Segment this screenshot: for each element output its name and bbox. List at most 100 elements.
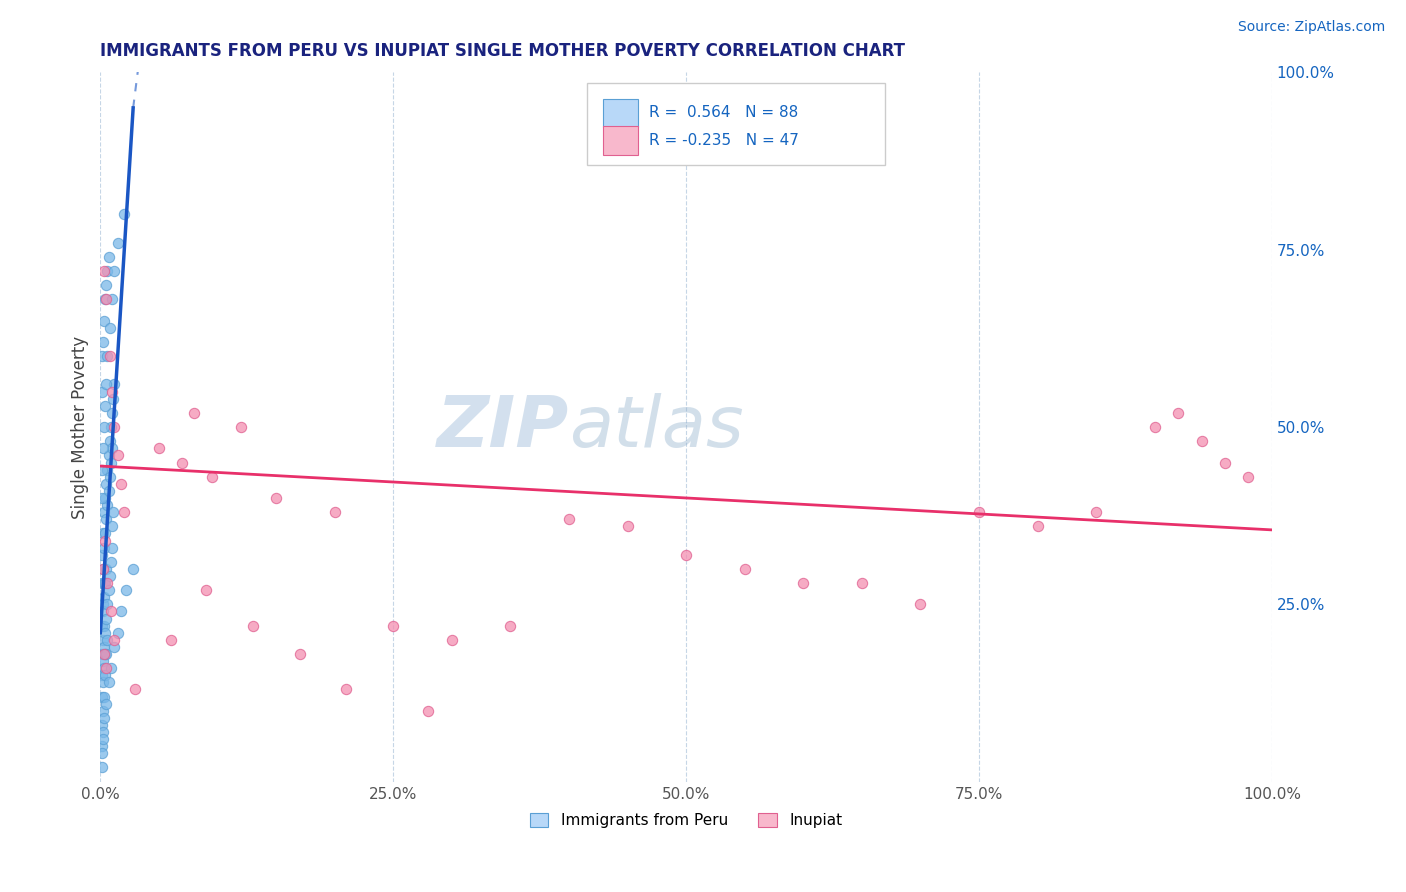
- Point: [96, 293, 118, 307]
- Point: [97, 675, 120, 690]
- Point: [103, 392, 125, 406]
- Point: [90, 548, 112, 562]
- Text: atlas: atlas: [569, 392, 744, 461]
- Point: [98, 320, 121, 334]
- Point: [94, 647, 117, 661]
- Point: [792, 576, 814, 591]
- Point: [910, 598, 932, 612]
- Point: [101, 384, 124, 399]
- Point: [96, 661, 118, 675]
- Point: [101, 293, 124, 307]
- Point: [103, 640, 125, 654]
- FancyBboxPatch shape: [586, 83, 886, 165]
- Legend: Immigrants from Peru, Inupiat: Immigrants from Peru, Inupiat: [524, 807, 848, 834]
- Point: [94, 526, 117, 541]
- Point: [97, 250, 120, 264]
- Point: [91, 334, 114, 349]
- Point: [1143, 420, 1166, 434]
- Point: [382, 618, 405, 632]
- Point: [1191, 434, 1213, 449]
- Point: [94, 576, 117, 591]
- Point: [93, 618, 115, 632]
- Text: Source: ZipAtlas.com: Source: ZipAtlas.com: [1237, 20, 1385, 34]
- Point: [96, 462, 118, 476]
- Point: [103, 505, 125, 519]
- Point: [93, 313, 115, 327]
- Point: [183, 406, 205, 420]
- Point: [90, 462, 112, 476]
- Point: [93, 420, 115, 434]
- Point: [91, 732, 114, 747]
- Point: [98, 434, 121, 449]
- Point: [100, 604, 122, 618]
- Point: [159, 632, 181, 647]
- Point: [90, 668, 112, 682]
- Point: [96, 562, 118, 576]
- Point: [90, 576, 112, 591]
- Point: [101, 442, 124, 456]
- Point: [93, 647, 115, 661]
- Point: [675, 548, 697, 562]
- Point: [194, 583, 217, 598]
- Point: [107, 449, 129, 463]
- Point: [96, 377, 118, 392]
- Point: [91, 604, 114, 618]
- Point: [93, 576, 115, 591]
- Point: [91, 562, 114, 576]
- Point: [148, 442, 170, 456]
- Point: [100, 456, 122, 470]
- Point: [103, 264, 125, 278]
- Point: [1167, 406, 1189, 420]
- Point: [90, 384, 112, 399]
- Point: [100, 661, 122, 675]
- Point: [103, 377, 125, 392]
- Point: [418, 704, 440, 718]
- Text: IMMIGRANTS FROM PERU VS INUPIAT SINGLE MOTHER POVERTY CORRELATION CHART: IMMIGRANTS FROM PERU VS INUPIAT SINGLE M…: [100, 42, 905, 60]
- Point: [616, 519, 638, 533]
- Point: [288, 647, 311, 661]
- Text: R = -0.235   N = 47: R = -0.235 N = 47: [648, 133, 799, 148]
- Point: [94, 533, 117, 548]
- Point: [1237, 469, 1260, 483]
- Point: [201, 469, 224, 483]
- Point: [112, 505, 135, 519]
- Point: [93, 711, 115, 725]
- Point: [91, 725, 114, 739]
- Point: [967, 505, 990, 519]
- Point: [94, 625, 117, 640]
- Point: [98, 469, 121, 483]
- Point: [558, 512, 581, 526]
- Point: [94, 491, 117, 505]
- Point: [96, 611, 118, 625]
- Point: [734, 562, 756, 576]
- FancyBboxPatch shape: [603, 99, 638, 127]
- Point: [90, 491, 112, 505]
- Point: [97, 583, 120, 598]
- Point: [93, 591, 115, 605]
- Point: [100, 555, 122, 569]
- Point: [96, 278, 118, 293]
- Point: [96, 576, 118, 591]
- Point: [96, 498, 118, 512]
- Point: [100, 420, 122, 434]
- Point: [90, 746, 112, 760]
- Point: [96, 264, 118, 278]
- Point: [90, 690, 112, 704]
- Point: [851, 576, 873, 591]
- Text: ZIP: ZIP: [437, 392, 569, 461]
- Point: [90, 760, 112, 774]
- Point: [1026, 519, 1049, 533]
- Point: [90, 739, 112, 754]
- Point: [91, 598, 114, 612]
- Point: [499, 618, 522, 632]
- Point: [97, 449, 120, 463]
- Point: [91, 562, 114, 576]
- Point: [1085, 505, 1108, 519]
- Point: [98, 349, 121, 363]
- Point: [96, 476, 118, 491]
- Point: [93, 661, 115, 675]
- Point: [96, 697, 118, 711]
- Point: [94, 399, 117, 413]
- Point: [93, 505, 115, 519]
- Point: [264, 491, 287, 505]
